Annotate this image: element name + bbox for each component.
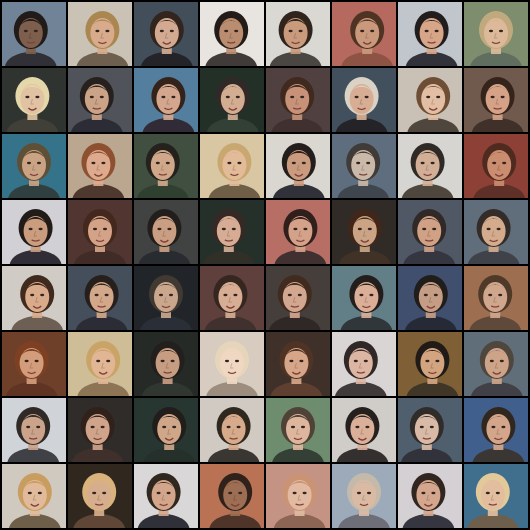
face-tile-r2-c8 [464, 68, 528, 132]
face-tile-r1-c8 [464, 2, 528, 66]
face-tile-r7-c5 [266, 398, 330, 462]
face-tile-r4-c4 [200, 200, 264, 264]
face-tile-r4-c7 [398, 200, 462, 264]
face-tile-r6-c4 [200, 332, 264, 396]
face-tile-r5-c6 [332, 266, 396, 330]
face-tile-r1-c1 [2, 2, 66, 66]
face-tile-r3-c6 [332, 134, 396, 198]
face-tile-r2-c5 [266, 68, 330, 132]
face-tile-r7-c3 [134, 398, 198, 462]
face-tile-r4-c8 [464, 200, 528, 264]
face-tile-r5-c8 [464, 266, 528, 330]
face-tile-r5-c4 [200, 266, 264, 330]
face-tile-r7-c2 [68, 398, 132, 462]
face-tile-r2-c4 [200, 68, 264, 132]
face-tile-r2-c7 [398, 68, 462, 132]
face-tile-r8-c1 [2, 464, 66, 528]
face-tile-r6-c6 [332, 332, 396, 396]
face-tile-r6-c3 [134, 332, 198, 396]
face-tile-r4-c6 [332, 200, 396, 264]
face-tile-r5-c1 [2, 266, 66, 330]
face-tile-r3-c5 [266, 134, 330, 198]
face-tile-r5-c2 [68, 266, 132, 330]
face-tile-r3-c4 [200, 134, 264, 198]
face-tile-r1-c3 [134, 2, 198, 66]
face-tile-r5-c3 [134, 266, 198, 330]
face-tile-r3-c1 [2, 134, 66, 198]
face-tile-r5-c7 [398, 266, 462, 330]
face-tile-r2-c2 [68, 68, 132, 132]
face-tile-r2-c6 [332, 68, 396, 132]
face-tile-r1-c4 [200, 2, 264, 66]
face-tile-r7-c8 [464, 398, 528, 462]
face-tile-r8-c5 [266, 464, 330, 528]
face-tile-r6-c5 [266, 332, 330, 396]
face-tile-r7-c4 [200, 398, 264, 462]
face-tile-r2-c3 [134, 68, 198, 132]
face-tile-r5-c5 [266, 266, 330, 330]
face-tile-r4-c5 [266, 200, 330, 264]
face-tile-r8-c4 [200, 464, 264, 528]
face-tile-r6-c2 [68, 332, 132, 396]
face-tile-r7-c7 [398, 398, 462, 462]
face-tile-r8-c7 [398, 464, 462, 528]
face-tile-r8-c3 [134, 464, 198, 528]
face-tile-r4-c1 [2, 200, 66, 264]
face-tile-r1-c2 [68, 2, 132, 66]
face-tile-r3-c3 [134, 134, 198, 198]
face-tile-r8-c6 [332, 464, 396, 528]
face-tile-r1-c5 [266, 2, 330, 66]
face-tile-r6-c8 [464, 332, 528, 396]
face-tile-r3-c8 [464, 134, 528, 198]
face-tile-r8-c8 [464, 464, 528, 528]
face-tile-r1-c7 [398, 2, 462, 66]
face-tile-r2-c1 [2, 68, 66, 132]
face-tile-r7-c1 [2, 398, 66, 462]
face-tile-r3-c7 [398, 134, 462, 198]
face-tile-r6-c1 [2, 332, 66, 396]
face-tile-r6-c7 [398, 332, 462, 396]
face-tile-r1-c6 [332, 2, 396, 66]
face-tile-r3-c2 [68, 134, 132, 198]
face-tile-r8-c2 [68, 464, 132, 528]
face-tile-r4-c2 [68, 200, 132, 264]
face-tile-r7-c6 [332, 398, 396, 462]
face-tile-r4-c3 [134, 200, 198, 264]
